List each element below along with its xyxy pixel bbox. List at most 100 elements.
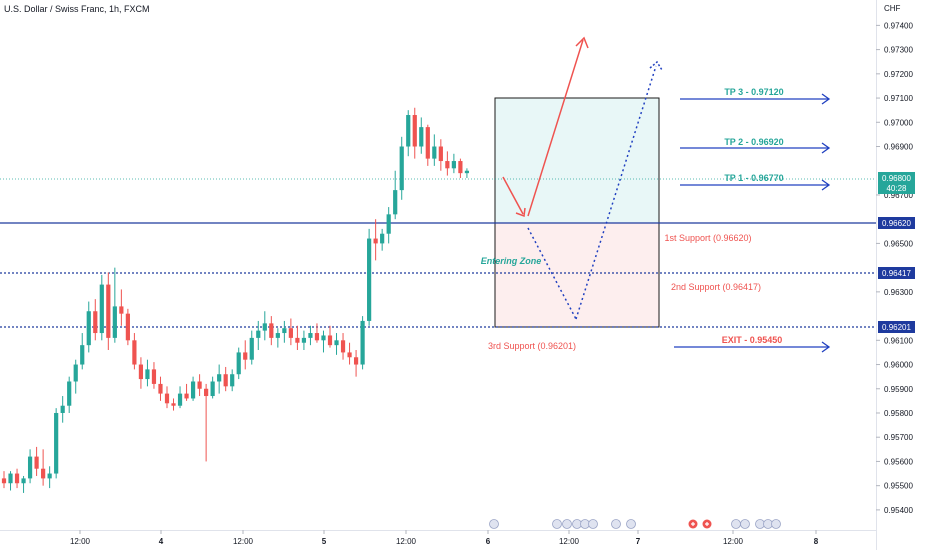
candle[interactable]	[334, 333, 339, 355]
us-flag-icon[interactable]	[552, 519, 562, 529]
candle[interactable]	[125, 308, 130, 346]
candle[interactable]	[301, 330, 307, 350]
candle[interactable]	[451, 153, 456, 174]
candle[interactable]	[158, 376, 163, 401]
candle[interactable]	[164, 386, 170, 409]
candle[interactable]	[1, 471, 7, 489]
candle[interactable]	[8, 471, 13, 491]
candle[interactable]	[138, 357, 144, 389]
us-flag-icon[interactable]	[771, 519, 781, 529]
candle-body	[158, 383, 163, 394]
candle[interactable]	[86, 301, 91, 353]
symbol-title[interactable]: U.S. Dollar / Swiss Franc, 1h, FXCM	[4, 4, 150, 14]
candle[interactable]	[151, 362, 157, 389]
candle[interactable]	[204, 383, 209, 462]
candle[interactable]	[243, 340, 248, 370]
candle[interactable]	[236, 347, 241, 380]
candle[interactable]	[223, 366, 228, 392]
level-tag-3[interactable]: 0.96201	[878, 321, 915, 333]
tp2-marker[interactable]: TP 2 - 0.96920	[680, 137, 831, 154]
candle[interactable]	[99, 274, 104, 341]
candle[interactable]	[41, 449, 46, 486]
level-tag-1[interactable]: 0.96620	[878, 217, 915, 229]
candle[interactable]	[262, 311, 267, 341]
candle[interactable]	[269, 316, 274, 346]
candle[interactable]	[373, 219, 378, 261]
candle[interactable]	[386, 207, 391, 244]
candle[interactable]	[288, 318, 293, 346]
candle[interactable]	[67, 376, 72, 413]
candle[interactable]	[380, 228, 385, 251]
last-price-tag[interactable]: 0.96800 40:28	[878, 172, 915, 194]
candle[interactable]	[27, 449, 33, 484]
candle[interactable]	[295, 325, 300, 350]
ch-cross-icon	[691, 522, 695, 526]
candle[interactable]	[197, 374, 202, 397]
candle[interactable]	[419, 117, 424, 154]
candle-body	[425, 127, 430, 159]
level-tag-2[interactable]: 0.96417	[878, 267, 915, 279]
candle[interactable]	[73, 359, 78, 394]
candle[interactable]	[34, 446, 39, 476]
candle[interactable]	[106, 272, 111, 350]
candle[interactable]	[432, 134, 437, 166]
time-axis[interactable]: 12:00 4 12:00 5 12:00 6 12:00 7 12:00 8	[70, 530, 819, 546]
candle[interactable]	[321, 330, 326, 353]
candle[interactable]	[177, 386, 183, 409]
candle[interactable]	[80, 333, 85, 370]
us-flag-icon[interactable]	[489, 519, 499, 529]
candle[interactable]	[184, 383, 189, 401]
candle[interactable]	[360, 316, 365, 370]
candle[interactable]	[308, 325, 313, 346]
candle[interactable]	[190, 376, 196, 401]
candle[interactable]	[353, 350, 359, 377]
candle[interactable]	[119, 289, 124, 326]
candle-body	[256, 330, 261, 338]
candle[interactable]	[340, 333, 346, 360]
candle[interactable]	[21, 475, 26, 493]
us-flag-icon[interactable]	[731, 519, 741, 529]
candle[interactable]	[112, 267, 117, 343]
exit-marker[interactable]: EXIT - 0.95450	[674, 335, 831, 353]
candle[interactable]	[438, 139, 443, 171]
candle[interactable]	[406, 110, 411, 157]
plot-area[interactable]	[0, 0, 876, 530]
event-flags[interactable]	[489, 519, 781, 529]
candle[interactable]	[347, 342, 352, 365]
candle[interactable]	[249, 330, 254, 365]
candle[interactable]	[412, 107, 417, 159]
candle[interactable]	[464, 168, 470, 178]
candle[interactable]	[145, 359, 150, 387]
candle[interactable]	[314, 323, 320, 343]
candle[interactable]	[230, 369, 235, 392]
candle[interactable]	[54, 408, 59, 479]
tp1-marker[interactable]: TP 1 - 0.96770	[680, 173, 831, 191]
candle[interactable]	[256, 320, 261, 350]
candle[interactable]	[171, 398, 176, 411]
candle[interactable]	[367, 228, 372, 326]
us-flag-icon[interactable]	[611, 519, 621, 529]
candle[interactable]	[14, 468, 20, 489]
candle[interactable]	[217, 364, 222, 394]
us-flag-icon[interactable]	[740, 519, 750, 529]
candle[interactable]	[210, 376, 215, 399]
candle[interactable]	[458, 158, 463, 178]
candle[interactable]	[445, 151, 450, 176]
us-flag-icon[interactable]	[562, 519, 572, 529]
candle[interactable]	[275, 328, 280, 348]
candle[interactable]	[425, 124, 430, 166]
us-flag-icon[interactable]	[588, 519, 598, 529]
candle[interactable]	[399, 136, 404, 200]
price-axis[interactable]: 0.97400 0.97300 0.97200 0.97100 0.97000 0.969…	[876, 21, 913, 515]
us-flag-icon[interactable]	[626, 519, 636, 529]
candle[interactable]	[93, 299, 98, 341]
price-tick-label: 0.95600	[884, 457, 913, 466]
tp3-marker[interactable]: TP 3 - 0.97120	[680, 87, 831, 105]
candle[interactable]	[47, 466, 52, 489]
candle[interactable]	[132, 333, 137, 370]
candle[interactable]	[60, 396, 65, 423]
candle[interactable]	[282, 320, 287, 343]
candle[interactable]	[327, 325, 333, 348]
candle[interactable]	[393, 170, 398, 220]
